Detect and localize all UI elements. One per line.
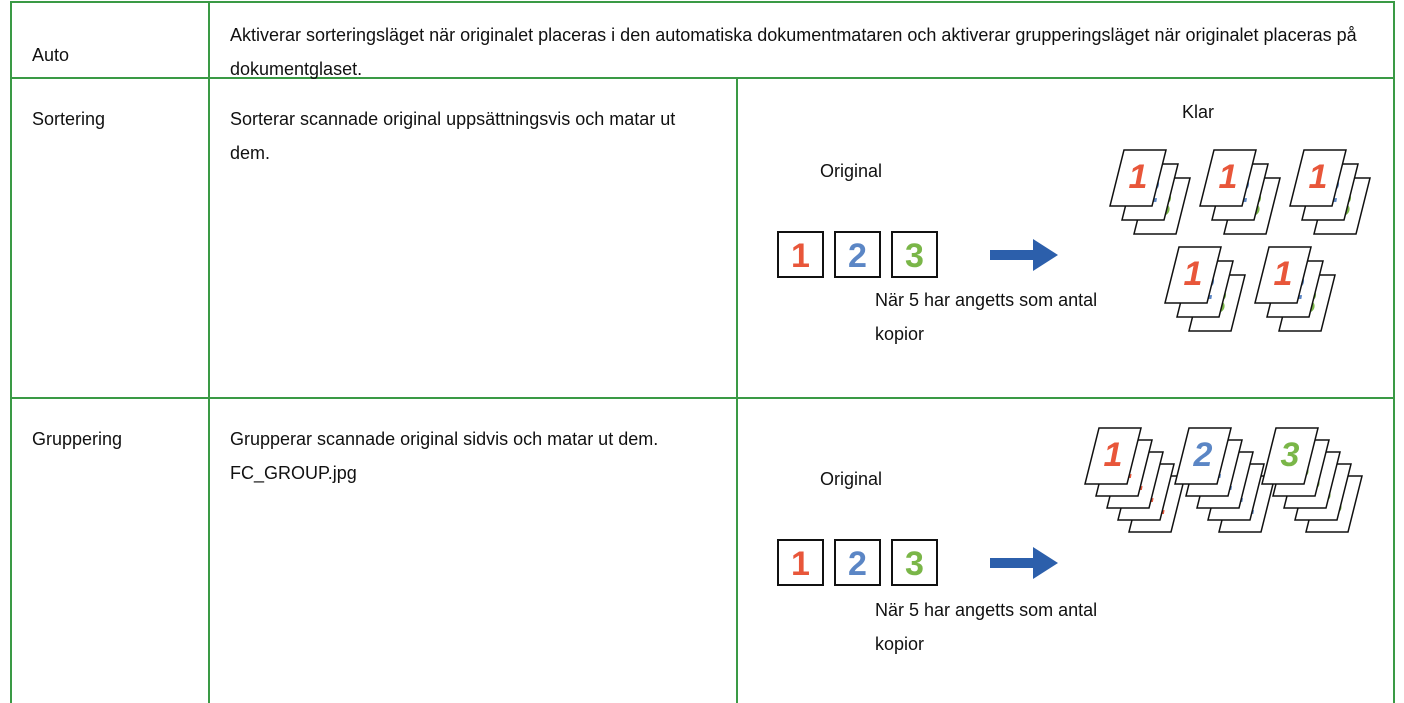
cell: Gruppering [32, 429, 123, 449]
note: När 5 har angetts som antal kopior [875, 290, 1098, 344]
sheet-digit: 3 [1281, 436, 1300, 474]
border [10, 397, 1395, 399]
page-box [834, 231, 881, 278]
border [10, 1, 12, 703]
sheet [1164, 246, 1222, 304]
cell: Sortering [32, 109, 106, 129]
cell: Aktiverar sorteringsläget när originalet… [230, 25, 1357, 79]
arrow [1033, 547, 1058, 579]
page-digit: 3 [905, 237, 924, 275]
border [736, 78, 738, 703]
page-digit: 1 [791, 545, 810, 583]
sheet-digit: 1 [1219, 158, 1238, 196]
sheet-digit: 2 [1193, 436, 1213, 474]
border [208, 1, 210, 703]
cell: Auto [32, 45, 70, 65]
arrow [990, 558, 1035, 568]
page-box [891, 539, 938, 586]
arrow [1033, 239, 1058, 271]
sheet [1109, 149, 1167, 207]
page-digit: 2 [848, 545, 867, 583]
page-digit: 1 [791, 237, 810, 275]
page-digit: 2 [848, 237, 867, 275]
note: När 5 har angetts som antal kopior [875, 600, 1098, 654]
sheet [1174, 427, 1232, 485]
cell: Grupperar scannade original sidvis och m… [230, 429, 659, 483]
sheet-digit: 1 [1104, 436, 1123, 474]
sheet [1289, 149, 1347, 207]
sheet-digit: 1 [1274, 255, 1293, 293]
page-box [777, 231, 824, 278]
sheet [1254, 246, 1312, 304]
border [10, 77, 1395, 79]
cell: Sorterar scannade original uppsättningsv… [230, 109, 676, 163]
page-box [891, 231, 938, 278]
sheet-digit: 1 [1184, 255, 1203, 293]
page-box [777, 539, 824, 586]
border [1393, 1, 1395, 703]
label: Original [820, 469, 882, 489]
sheet-digit: 1 [1309, 158, 1328, 196]
sheet [1261, 427, 1319, 485]
page-digit: 3 [905, 545, 924, 583]
border [10, 1, 1395, 3]
sheet [1199, 149, 1257, 207]
sheet-digit: 1 [1129, 158, 1148, 196]
arrow [990, 250, 1035, 260]
sheet [1084, 427, 1142, 485]
label: Klar [1182, 102, 1214, 122]
label: Original [820, 161, 882, 181]
page-box [834, 539, 881, 586]
